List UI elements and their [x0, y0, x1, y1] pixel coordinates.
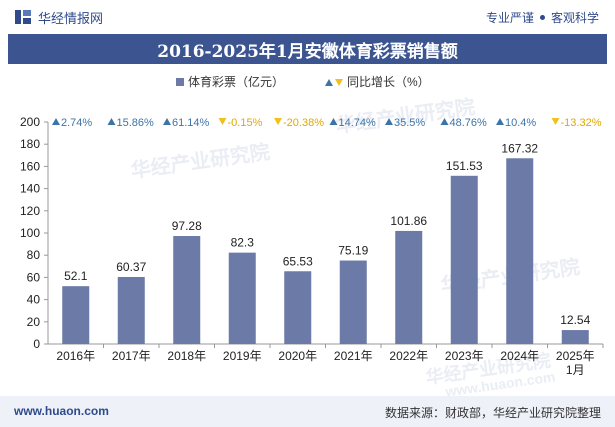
- growth-down-triangle-icon: [218, 118, 227, 125]
- chart-title: 2016-2025年1月安徽体育彩票销售额: [8, 34, 607, 64]
- top-bar: 华经情报网 专业严谨 客观科学: [0, 0, 615, 34]
- bars: 52.1 60.37 97.28 82.3 65.53 75.19 101.86 151.53…: [62, 141, 591, 344]
- y-tick-label: 200: [20, 115, 40, 129]
- tagline: 专业严谨 客观科学: [486, 9, 599, 26]
- legend-growth-label: 同比增长（%）: [347, 75, 430, 89]
- tagline-1: 专业严谨: [485, 11, 534, 25]
- x-tick-label: 2023年: [445, 349, 484, 363]
- growth-label: 35.5%: [394, 117, 425, 129]
- bar-value-label: 52.1: [64, 269, 88, 283]
- bar: [117, 276, 145, 344]
- x-tick-label: 2020年: [278, 349, 317, 363]
- growth-up-triangle-icon: [107, 118, 116, 125]
- legend-up-triangle-icon: [325, 79, 333, 86]
- growth-label: 61.14%: [172, 117, 210, 129]
- growth-label: -13.32%: [561, 117, 602, 129]
- bar: [339, 260, 367, 344]
- x-tick-label: 2019年: [223, 349, 262, 363]
- bar-value-label: 60.37: [116, 260, 146, 274]
- growth-label: 48.76%: [450, 117, 488, 129]
- bar: [506, 158, 534, 344]
- footer-website[interactable]: www.huaon.com: [14, 404, 109, 418]
- bar-value-label: 75.19: [338, 244, 368, 258]
- x-tick-label: 2022年: [389, 349, 428, 363]
- y-tick-label: 20: [27, 315, 41, 329]
- bar: [450, 175, 478, 344]
- x-tick-label: 2025年: [556, 349, 595, 363]
- growth-up-triangle-icon: [329, 118, 338, 125]
- growth-up-triangle-icon: [496, 118, 504, 125]
- y-tick-label: 100: [20, 226, 40, 240]
- y-tick-label: 40: [27, 293, 41, 307]
- brand-name: 华经情报网: [38, 10, 104, 26]
- bar: [284, 271, 312, 344]
- bar-value-label: 82.3: [231, 236, 255, 250]
- y-tick-label: 120: [20, 204, 40, 218]
- growth-label: 15.86%: [117, 117, 155, 129]
- growth-up-triangle-icon: [52, 118, 60, 125]
- brand[interactable]: 华经情报网: [14, 8, 103, 26]
- footer: www.huaon.com 数据来源：财政部，华经产业研究院整理: [0, 396, 615, 427]
- x-tick-label: 2016年: [56, 349, 95, 363]
- x-tick-label: 2018年: [167, 349, 206, 363]
- chart: 体育彩票（亿元） 同比增长（%） 2.74% 15.86% 61.14% -0.15%…: [20, 74, 604, 377]
- growth-label: -0.15%: [228, 117, 263, 129]
- x-tick-label: 2024年: [500, 349, 539, 363]
- bar: [561, 330, 589, 344]
- growth-label: -20.38%: [283, 117, 324, 129]
- bar-value-label: 12.54: [560, 313, 590, 327]
- growth-row: 2.74% 15.86% 61.14% -0.15% -20.38% 14.74% 35.5…: [52, 117, 602, 129]
- x-axis: 2016年 2017年 2018年 2019年 2020年 2021年 2022年 2023年…: [56, 344, 604, 377]
- legend-bar-swatch: [176, 78, 184, 86]
- bar-value-label: 167.32: [501, 141, 538, 155]
- bullet-icon: [539, 15, 545, 20]
- growth-label: 10.4%: [505, 117, 536, 129]
- bar: [395, 230, 423, 344]
- bar-value-label: 65.53: [283, 254, 313, 268]
- growth-up-triangle-icon: [440, 118, 449, 125]
- y-tick-label: 160: [20, 159, 40, 173]
- growth-label: 2.74%: [61, 117, 92, 129]
- growth-label: 14.74%: [339, 117, 377, 129]
- y-tick-label: 0: [33, 337, 40, 351]
- growth-up-triangle-icon: [385, 118, 393, 125]
- y-tick-label: 140: [20, 182, 40, 196]
- y-tick-label: 180: [20, 137, 40, 151]
- y-tick-label: 80: [27, 248, 41, 262]
- growth-up-triangle-icon: [163, 118, 171, 125]
- bar-value-label: 97.28: [172, 219, 202, 233]
- x-tick-label: 2021年: [334, 349, 373, 363]
- legend: 体育彩票（亿元） 同比增长（%）: [176, 74, 430, 89]
- bar-value-label: 151.53: [446, 159, 483, 173]
- growth-down-triangle-icon: [274, 118, 282, 125]
- brand-logo-icon: [15, 10, 31, 24]
- growth-down-triangle-icon: [551, 118, 560, 125]
- x-tick-label: 2017年: [112, 349, 151, 363]
- legend-down-triangle-icon: [335, 79, 343, 86]
- bar-value-label: 101.86: [390, 214, 427, 228]
- y-tick-label: 60: [27, 270, 41, 284]
- tagline-2: 客观科学: [550, 11, 599, 25]
- bar: [62, 286, 90, 344]
- footer-source: 数据来源：财政部，华经产业研究院整理: [384, 406, 601, 420]
- bar: [173, 236, 201, 344]
- x-tick-label: 1月: [566, 363, 585, 377]
- legend-bar-label: 体育彩票（亿元）: [188, 74, 284, 89]
- bar: [228, 252, 256, 344]
